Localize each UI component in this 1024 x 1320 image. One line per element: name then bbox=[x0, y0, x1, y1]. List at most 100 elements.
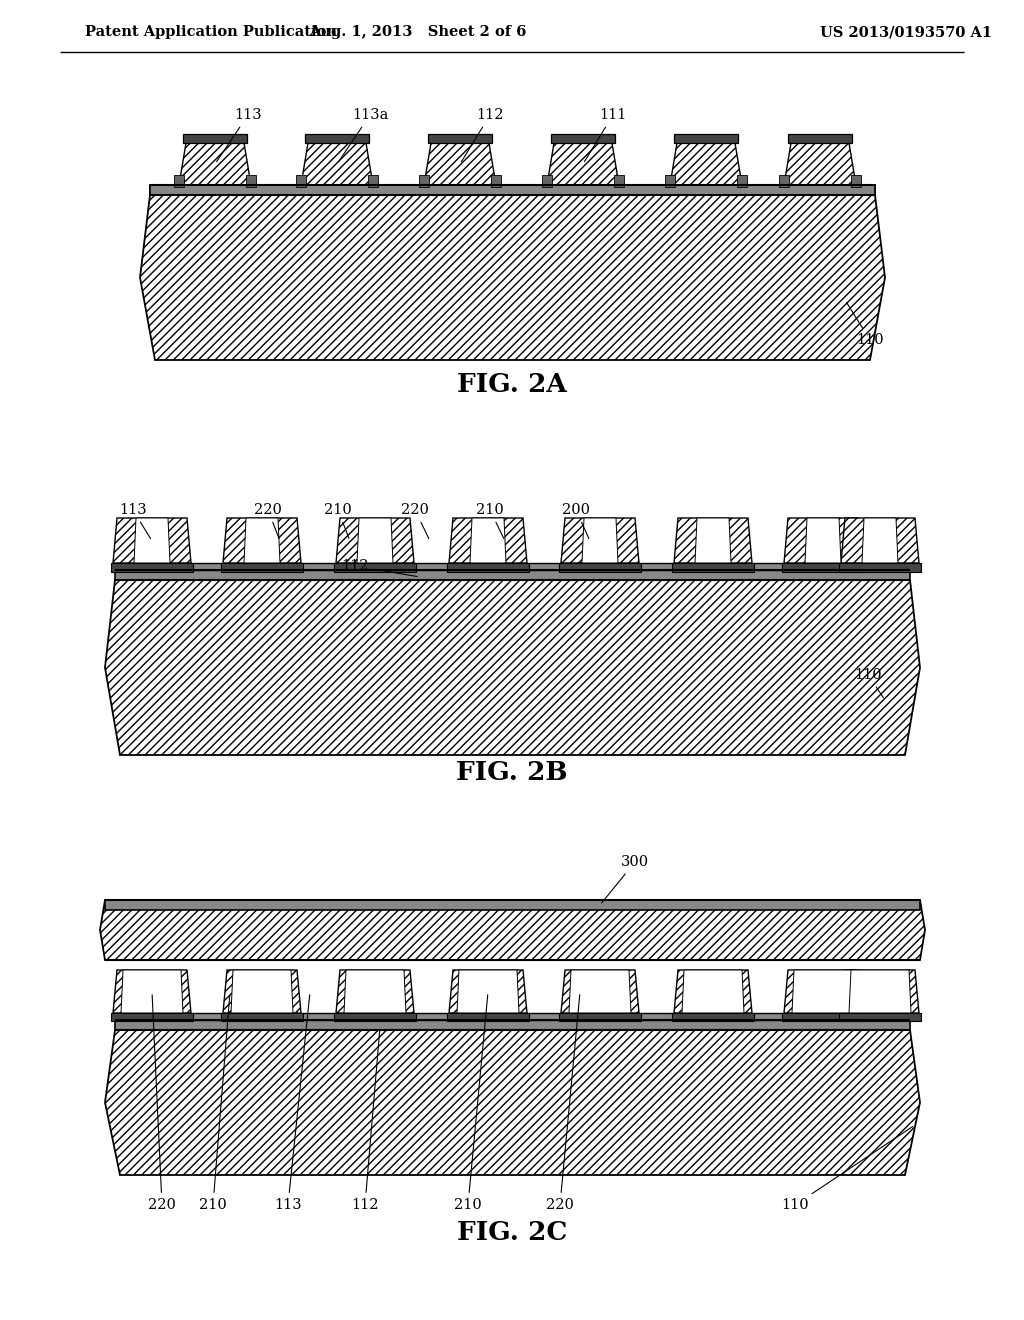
Polygon shape bbox=[449, 517, 527, 564]
Bar bbox=[839, 564, 921, 572]
Polygon shape bbox=[336, 517, 414, 564]
Polygon shape bbox=[792, 970, 854, 1012]
Polygon shape bbox=[105, 579, 920, 755]
Bar bbox=[183, 135, 247, 143]
Polygon shape bbox=[100, 900, 925, 960]
Polygon shape bbox=[113, 517, 191, 564]
Polygon shape bbox=[561, 970, 639, 1012]
Polygon shape bbox=[449, 970, 527, 1012]
Text: Aug. 1, 2013   Sheet 2 of 6: Aug. 1, 2013 Sheet 2 of 6 bbox=[309, 25, 526, 40]
Bar bbox=[305, 135, 369, 143]
Bar bbox=[111, 564, 193, 572]
Polygon shape bbox=[113, 970, 191, 1012]
Bar bbox=[115, 570, 910, 579]
Bar bbox=[447, 564, 529, 572]
Bar bbox=[851, 176, 861, 187]
Text: 200: 200 bbox=[562, 503, 590, 539]
Polygon shape bbox=[357, 517, 393, 564]
Polygon shape bbox=[784, 970, 862, 1012]
Text: 112: 112 bbox=[351, 1030, 380, 1212]
Polygon shape bbox=[223, 517, 301, 564]
Bar bbox=[674, 135, 738, 143]
Text: FIG. 2A: FIG. 2A bbox=[457, 372, 567, 397]
Bar bbox=[542, 176, 552, 187]
Bar bbox=[150, 185, 874, 195]
Polygon shape bbox=[862, 517, 898, 564]
Polygon shape bbox=[670, 143, 742, 185]
Bar bbox=[559, 564, 641, 572]
Polygon shape bbox=[134, 517, 170, 564]
Bar bbox=[428, 135, 492, 143]
Text: FIG. 2C: FIG. 2C bbox=[457, 1220, 567, 1245]
Bar bbox=[296, 176, 306, 187]
Polygon shape bbox=[223, 970, 301, 1012]
Bar bbox=[839, 1012, 921, 1020]
Bar bbox=[115, 1012, 910, 1020]
Text: 113: 113 bbox=[274, 995, 309, 1212]
Text: 113: 113 bbox=[216, 108, 262, 161]
Text: 220: 220 bbox=[546, 995, 580, 1212]
Bar bbox=[115, 564, 910, 570]
Polygon shape bbox=[841, 517, 919, 564]
Text: 210: 210 bbox=[476, 503, 504, 539]
Polygon shape bbox=[682, 970, 744, 1012]
Polygon shape bbox=[849, 970, 911, 1012]
Bar bbox=[221, 1012, 303, 1020]
Bar bbox=[419, 176, 429, 187]
Polygon shape bbox=[105, 1030, 920, 1175]
Text: 110: 110 bbox=[847, 302, 884, 347]
Bar bbox=[490, 176, 501, 187]
Bar bbox=[782, 564, 864, 572]
Text: 220: 220 bbox=[401, 503, 429, 539]
Polygon shape bbox=[121, 970, 183, 1012]
Bar bbox=[221, 564, 303, 572]
Text: 110: 110 bbox=[781, 1126, 912, 1212]
Polygon shape bbox=[231, 970, 293, 1012]
Polygon shape bbox=[424, 143, 496, 185]
Bar bbox=[737, 176, 746, 187]
Bar bbox=[334, 564, 416, 572]
Polygon shape bbox=[582, 517, 618, 564]
Text: 111: 111 bbox=[585, 108, 627, 161]
Text: 220: 220 bbox=[148, 995, 176, 1212]
Polygon shape bbox=[695, 517, 731, 564]
Text: FIG. 2B: FIG. 2B bbox=[456, 759, 568, 784]
Bar bbox=[174, 176, 184, 187]
Polygon shape bbox=[301, 143, 373, 185]
Text: 210: 210 bbox=[199, 995, 229, 1212]
Bar bbox=[115, 1020, 910, 1030]
Polygon shape bbox=[140, 195, 885, 360]
Text: 113: 113 bbox=[119, 503, 151, 539]
Polygon shape bbox=[674, 970, 752, 1012]
Text: 300: 300 bbox=[602, 855, 649, 903]
Bar bbox=[447, 1012, 529, 1020]
Bar bbox=[788, 135, 852, 143]
Text: 112: 112 bbox=[341, 558, 417, 577]
Polygon shape bbox=[470, 517, 506, 564]
Text: 113a: 113a bbox=[339, 108, 388, 161]
Bar bbox=[665, 176, 675, 187]
Polygon shape bbox=[179, 143, 251, 185]
Polygon shape bbox=[457, 970, 519, 1012]
Polygon shape bbox=[244, 517, 280, 564]
Bar bbox=[551, 135, 615, 143]
Polygon shape bbox=[841, 970, 919, 1012]
Bar bbox=[614, 176, 624, 187]
Bar bbox=[672, 1012, 754, 1020]
Polygon shape bbox=[547, 143, 618, 185]
Bar bbox=[559, 1012, 641, 1020]
Polygon shape bbox=[344, 970, 406, 1012]
Bar bbox=[368, 176, 378, 187]
Polygon shape bbox=[569, 970, 631, 1012]
Text: 210: 210 bbox=[454, 995, 487, 1212]
Polygon shape bbox=[561, 517, 639, 564]
Text: US 2013/0193570 A1: US 2013/0193570 A1 bbox=[820, 25, 992, 40]
Text: 220: 220 bbox=[254, 503, 282, 539]
Bar bbox=[672, 564, 754, 572]
Text: 112: 112 bbox=[462, 108, 504, 161]
Text: 110: 110 bbox=[854, 668, 884, 698]
Text: 210: 210 bbox=[325, 503, 352, 539]
Bar bbox=[246, 176, 256, 187]
Bar bbox=[150, 185, 874, 195]
Polygon shape bbox=[784, 517, 862, 564]
